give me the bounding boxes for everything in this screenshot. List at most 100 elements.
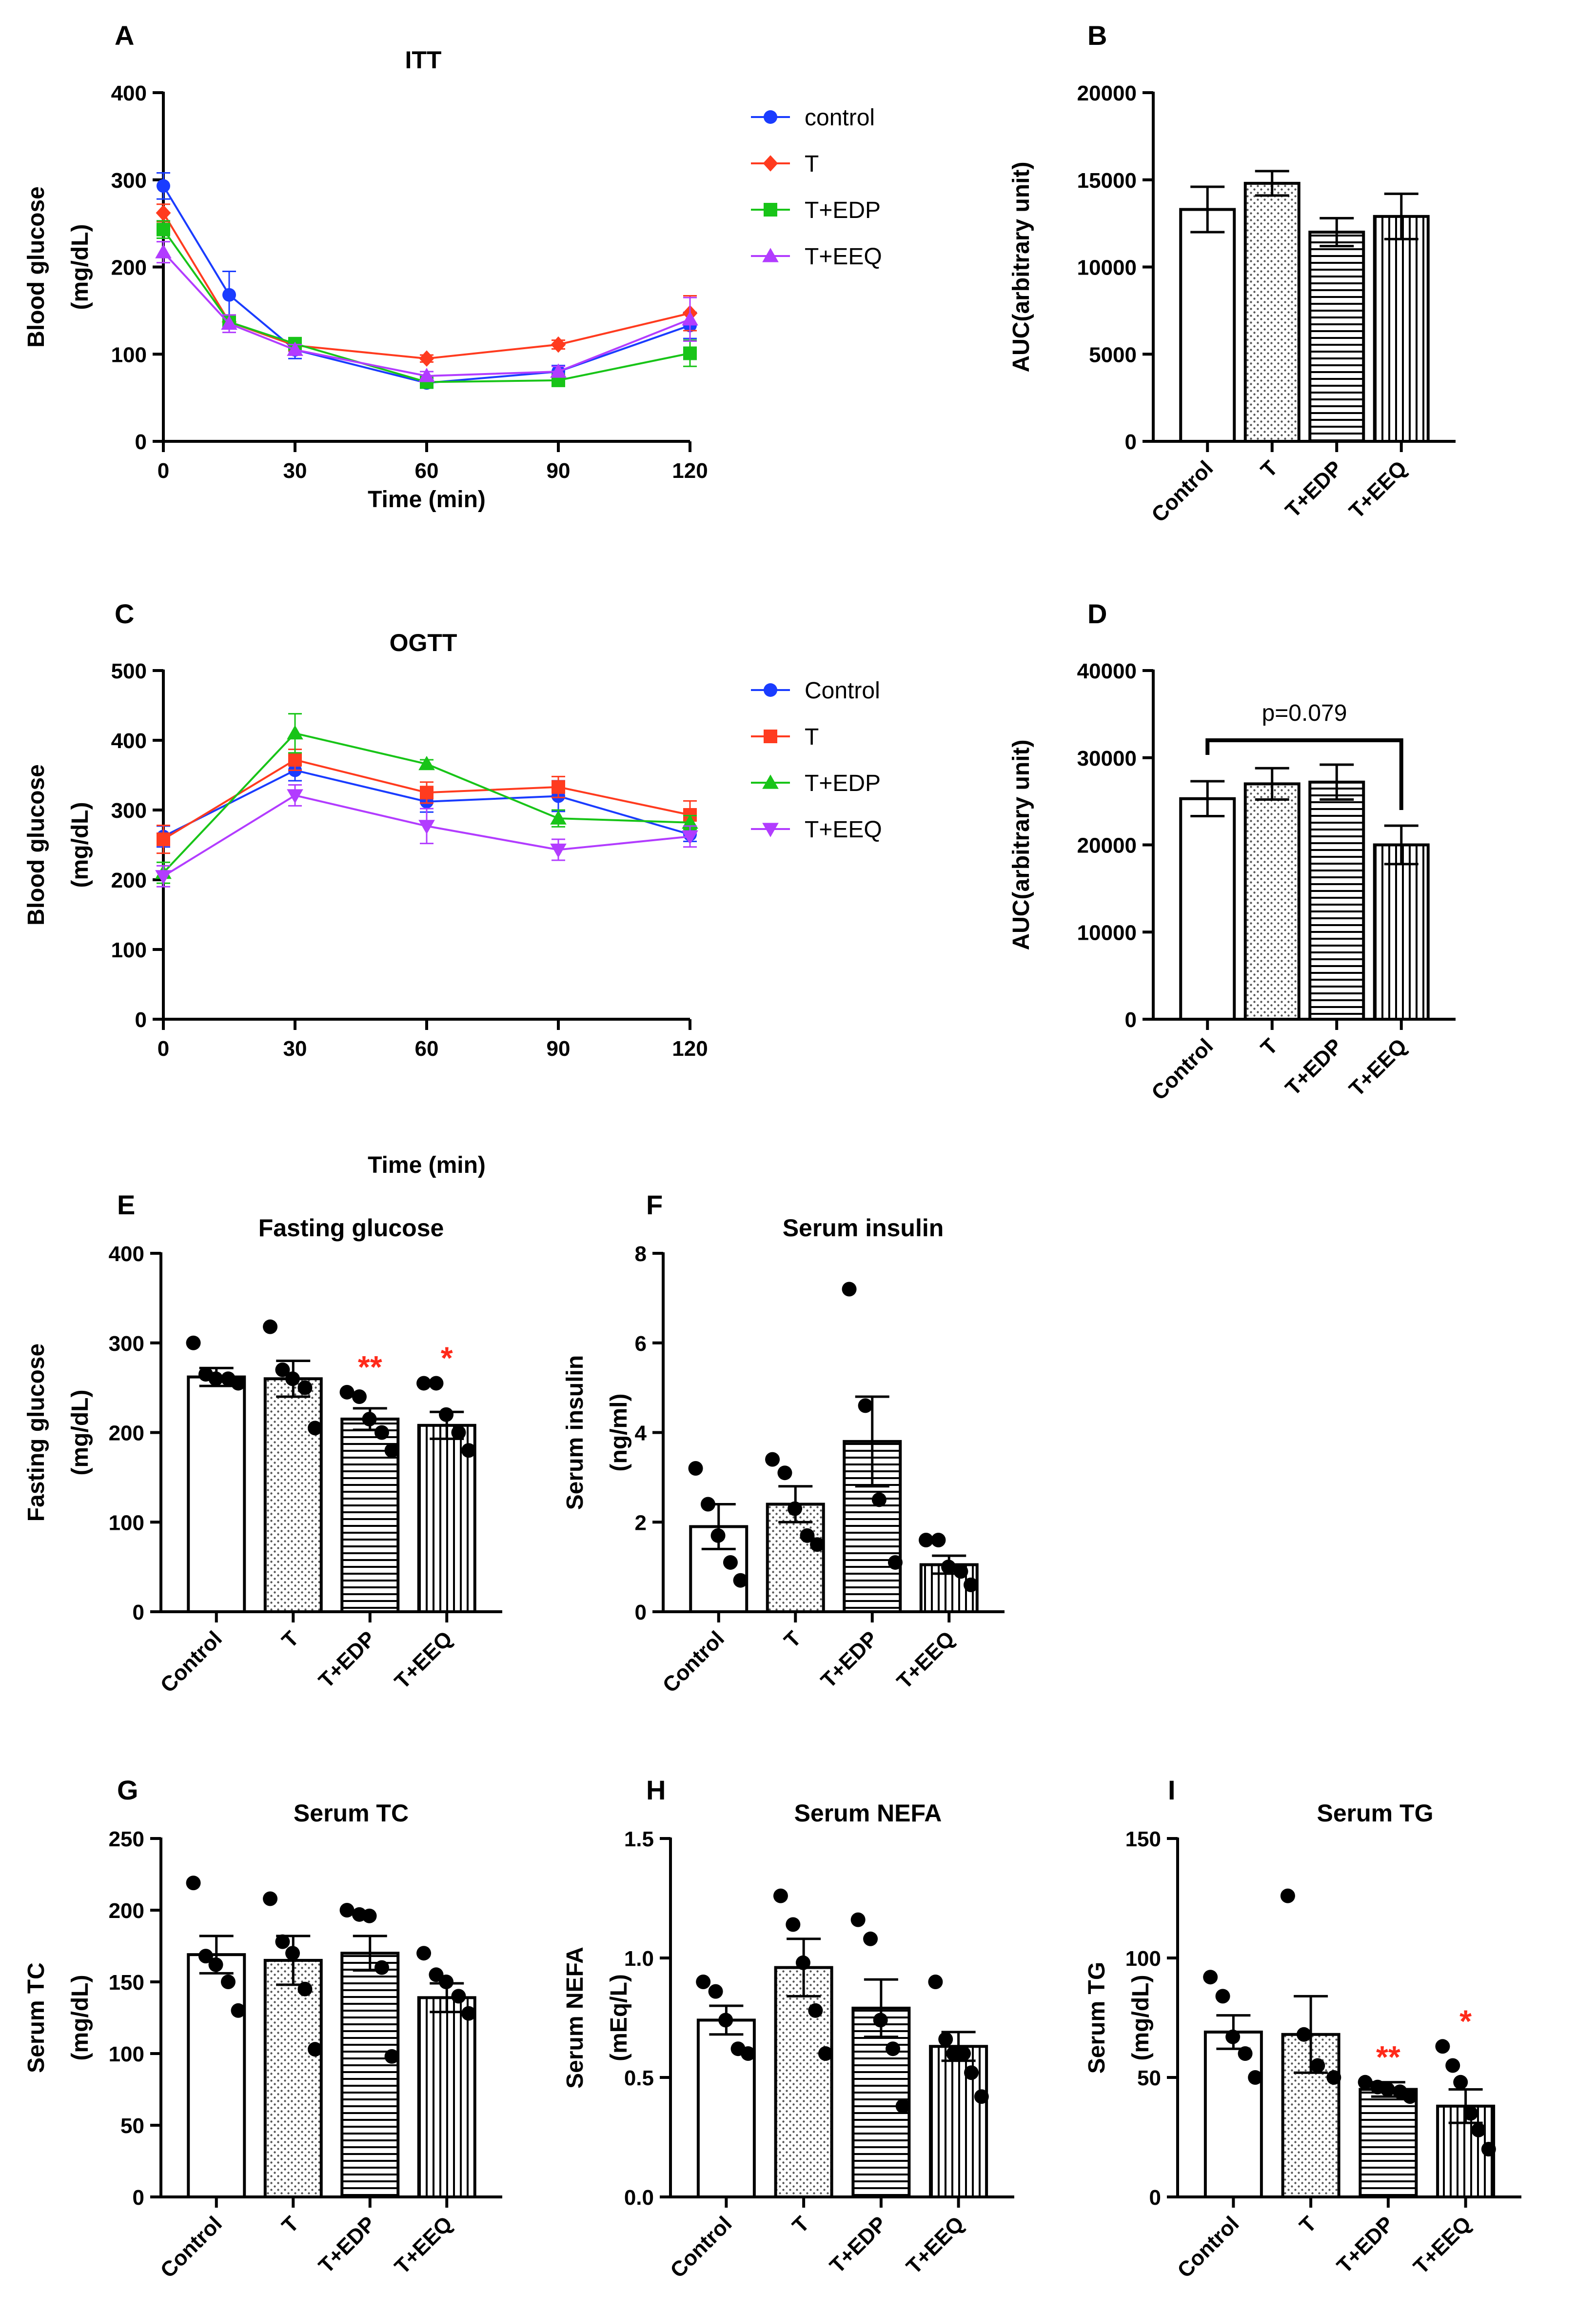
data-point [842, 1282, 857, 1297]
y-axis-label: (mg/dL) [67, 1390, 93, 1476]
data-point [1203, 1970, 1218, 1985]
panel-label: D [1087, 598, 1107, 629]
panel-title: Serum insulin [783, 1214, 944, 1242]
x-tick-label: 90 [547, 1037, 571, 1061]
data-point [800, 1528, 815, 1543]
bar-T+EDP [1359, 2088, 1418, 2198]
legend-label: T+EDP [805, 771, 881, 796]
data-point [1310, 2058, 1325, 2073]
x-tick-label: 60 [415, 459, 439, 483]
data-point [231, 2003, 246, 2018]
data-point [374, 1960, 389, 1975]
panel-title: OGTT [390, 629, 457, 656]
y-axis-label: Fasting glucose [23, 1344, 49, 1522]
y-tick-label: 0.0 [624, 2186, 654, 2210]
y-tick-label: 300 [109, 1332, 144, 1356]
data-point [186, 1876, 201, 1891]
series-line [162, 212, 690, 360]
data-point [287, 789, 303, 804]
data-point [953, 1564, 968, 1579]
panel-label: H [646, 1775, 666, 1805]
data-point [220, 1975, 236, 1989]
y-tick-label: 5000 [1089, 343, 1137, 367]
data-point [964, 1577, 979, 1592]
y-tick-label: 0 [133, 1601, 144, 1624]
y-axis-label: (mg/dL) [1128, 1975, 1154, 2061]
bar-Control [1203, 2030, 1263, 2198]
bar-Control [1179, 208, 1236, 443]
data-point [733, 1573, 748, 1588]
data-point [682, 311, 698, 326]
legend-label: Control [805, 678, 880, 704]
x-tick-label: T+EEQ [390, 1626, 457, 1694]
y-tick-label: 250 [109, 1827, 144, 1851]
data-point [788, 1501, 803, 1516]
y-tick-label: 300 [111, 169, 147, 193]
data-point [964, 2065, 979, 2080]
y-tick-label: 40000 [1077, 659, 1137, 683]
y-tick-label: 0 [1149, 2186, 1161, 2210]
y-tick-label: 50 [120, 2114, 144, 2138]
data-point [956, 2046, 971, 2061]
y-tick-label: 100 [109, 2042, 144, 2066]
data-point [773, 1888, 788, 1903]
data-point [339, 1903, 355, 1918]
x-tick-label: 0 [158, 1037, 169, 1061]
y-tick-label: 150 [1125, 1827, 1161, 1851]
data-point [275, 1934, 290, 1949]
data-point [384, 1443, 399, 1458]
data-point [451, 1989, 466, 2004]
y-axis-label: (mg/dL) [67, 1975, 93, 2061]
data-point [362, 1908, 377, 1923]
panel-label: G [117, 1775, 138, 1805]
legend-marker [762, 774, 779, 789]
y-tick-label: 50 [1137, 2066, 1161, 2090]
y-tick-label: 100 [111, 343, 147, 367]
y-tick-label: 1.0 [624, 1947, 654, 1971]
x-tick-label: T+EDP [314, 1626, 380, 1693]
data-point [765, 1452, 780, 1467]
data-point [550, 843, 567, 858]
x-tick-label: T+EDP [1332, 2212, 1399, 2278]
y-tick-label: 20000 [1077, 834, 1137, 858]
legend-marker [764, 730, 777, 743]
data-point [461, 1443, 476, 1458]
data-point [863, 1931, 878, 1946]
legend-label: T [805, 151, 819, 177]
y-tick-label: 0 [635, 1601, 647, 1624]
data-point [374, 1425, 389, 1440]
data-point [297, 1380, 313, 1395]
data-point [708, 1984, 723, 1999]
significance-mark: * [1459, 2003, 1472, 2038]
data-point [231, 1376, 246, 1391]
bar-Control [187, 1375, 246, 1613]
x-tick-label: Control [1147, 456, 1218, 527]
data-point [362, 1411, 377, 1426]
data-point [1280, 1888, 1295, 1903]
panel-title: Serum TC [294, 1799, 409, 1827]
data-point [718, 2013, 733, 2028]
data-point [155, 870, 172, 885]
x-tick-label: 30 [283, 1037, 307, 1061]
y-tick-label: 4 [635, 1422, 647, 1445]
data-point [700, 1497, 715, 1512]
data-point [222, 288, 236, 302]
data-point [919, 1533, 934, 1547]
data-point [285, 1946, 300, 1961]
data-point [418, 368, 435, 382]
data-point [1402, 2089, 1418, 2104]
data-point [308, 1421, 323, 1436]
y-tick-label: 10000 [1077, 256, 1137, 280]
y-tick-label: 100 [109, 1511, 144, 1535]
data-point [552, 780, 565, 794]
data-point [741, 2046, 756, 2061]
data-point [723, 1555, 738, 1570]
x-tick-label: T+EDP [825, 2212, 891, 2278]
y-tick-label: 1.5 [624, 1827, 654, 1851]
x-tick-label: 120 [672, 459, 708, 483]
panel-title: Serum NEFA [794, 1799, 942, 1827]
x-tick-label: T [1295, 2212, 1321, 2238]
data-point [418, 820, 435, 834]
data-point [157, 179, 170, 193]
